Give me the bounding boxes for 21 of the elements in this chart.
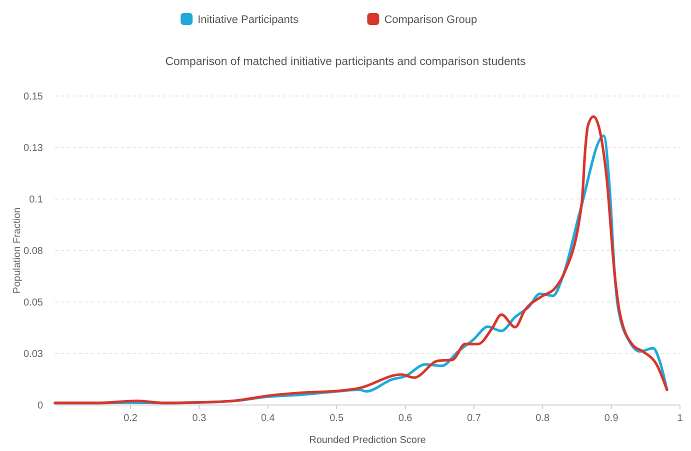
- x-tick-label: 0.2: [124, 413, 138, 424]
- x-tick-label: 0.3: [192, 413, 207, 424]
- y-tick-label: 0.05: [24, 298, 44, 308]
- x-tick-label: 0.5: [330, 413, 344, 424]
- x-tick-label: 0.9: [604, 413, 619, 424]
- x-tick-label: 1: [677, 413, 684, 424]
- x-tick-label: 0.8: [536, 413, 550, 424]
- x-tick-label: 0.4: [260, 413, 276, 424]
- y-axis-title: Population Fraction: [12, 207, 23, 294]
- legend-label: Initiative Participants: [198, 14, 299, 26]
- y-tick-label: 0.13: [24, 143, 44, 154]
- x-tick-label: 0.7: [467, 413, 482, 424]
- legend-label: Comparison Group: [384, 14, 478, 26]
- y-tick-label: 0.03: [24, 349, 44, 360]
- x-tick-label: 0.6: [398, 413, 413, 424]
- y-tick-label: 0: [37, 400, 44, 412]
- x-axis-title: Rounded Prediction Score: [309, 435, 426, 446]
- y-tick-label: 0.1: [29, 194, 44, 206]
- y-tick-label: 0.08: [24, 246, 44, 257]
- chart-title: Comparison of matched initiative participants and comparison students: [165, 56, 526, 68]
- y-tick-label: 0.15: [24, 92, 44, 102]
